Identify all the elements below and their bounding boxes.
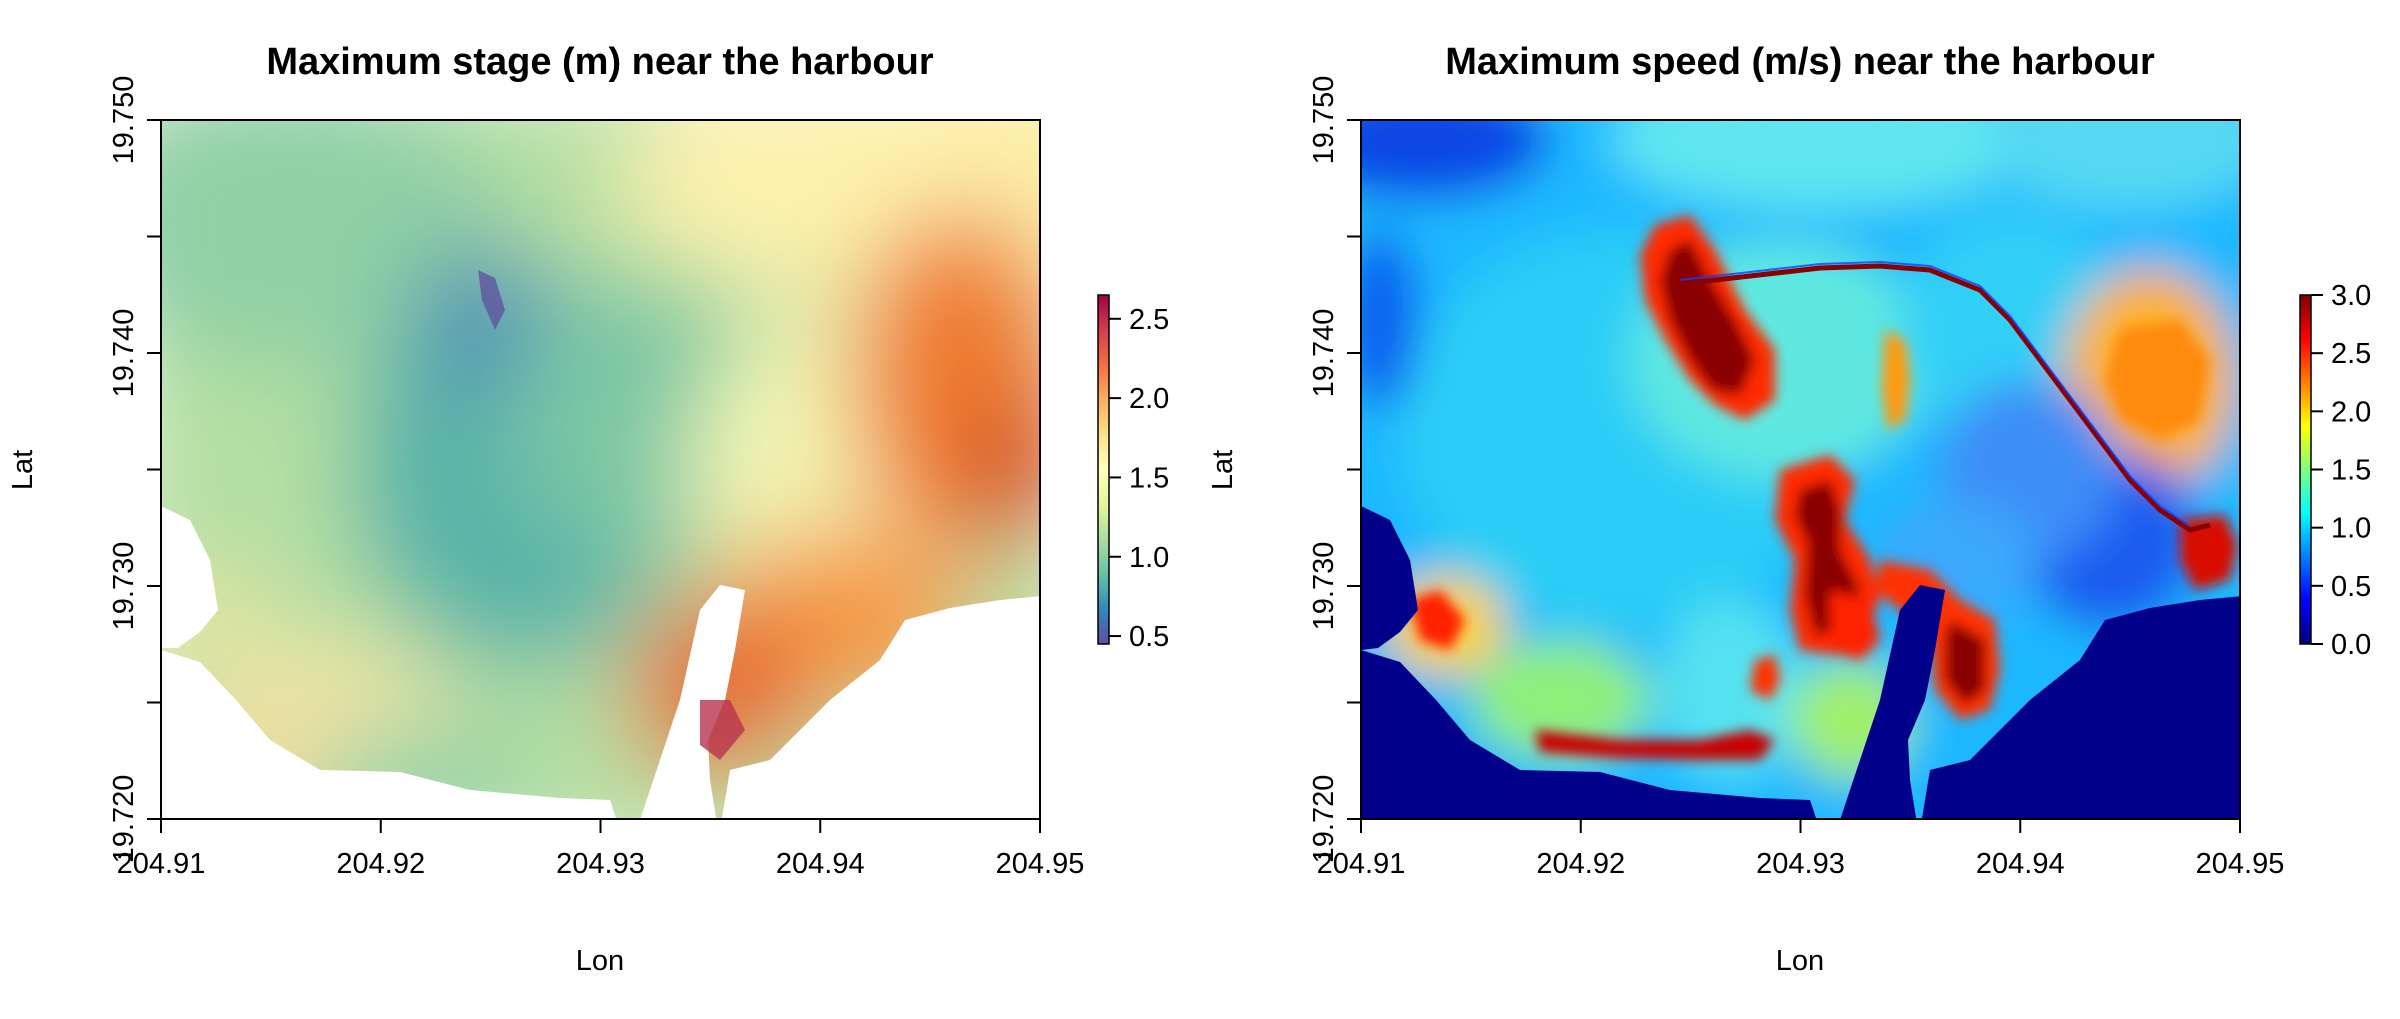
stage-ylabel: Lat <box>7 450 39 490</box>
speed-y-tick-label: 19.740 <box>1308 309 1340 398</box>
stage-colorbar-tick-label: 2.5 <box>1129 304 1169 336</box>
speed-title: Maximum speed (m/s) near the harbour <box>1445 41 2155 83</box>
stage-y-tick-label: 19.720 <box>108 775 140 864</box>
stage-colorbar-tick-label: 1.0 <box>1129 542 1169 574</box>
stage-field <box>161 120 1040 819</box>
speed-x-tick-label: 204.95 <box>2196 848 2285 880</box>
speed-x-tick-label: 204.92 <box>1536 848 1625 880</box>
speed-hotspots <box>1410 215 2238 760</box>
stage-y-tick-label: 19.730 <box>108 542 140 631</box>
speed-x-axis: 204.91 204.92 204.93 204.94 204.95 <box>1317 819 2285 880</box>
speed-land-mask <box>1361 506 2240 819</box>
stage-heatmap <box>161 120 1040 819</box>
stage-title: Maximum stage (m) near the harbour <box>266 41 933 83</box>
speed-y-tick-label: 19.720 <box>1308 775 1340 864</box>
speed-panel: Maximum speed (m/s) near the harbour <box>1207 41 2371 977</box>
speed-xlabel: Lon <box>1776 945 1824 977</box>
speed-y-tick-label: 19.750 <box>1308 76 1340 165</box>
stage-xlabel: Lon <box>576 945 624 977</box>
stage-colorbar-tick-label: 1.5 <box>1129 462 1169 494</box>
speed-x-tick-label: 204.93 <box>1756 848 1845 880</box>
speed-x-tick-label: 204.94 <box>1976 848 2065 880</box>
stage-land-mask <box>161 506 1040 819</box>
stage-colorbar-fill <box>1097 294 1110 645</box>
stage-x-axis: 204.91 204.92 204.93 204.94 204.95 <box>117 819 1085 880</box>
stage-panel: Maximum stage (m) near the harbour <box>7 41 1169 977</box>
stage-colorbar-tick-label: 2.0 <box>1129 383 1169 415</box>
stage-x-tick-label: 204.92 <box>336 848 425 880</box>
speed-y-tick-label: 19.730 <box>1308 542 1340 631</box>
stage-y-axis: 19.720 19.730 19.740 19.750 <box>108 76 161 864</box>
speed-ylabel: Lat <box>1207 450 1239 490</box>
speed-colorbar-tick-label: 3.0 <box>2331 280 2371 312</box>
stage-y-tick-label: 19.740 <box>108 309 140 398</box>
stage-colorbar: 0.5 1.0 1.5 2.0 2.5 <box>1097 294 1169 653</box>
speed-heatmap <box>1361 120 2240 819</box>
speed-colorbar-ticks: 0.0 0.5 1.0 1.5 2.0 2.5 3.0 <box>2311 280 2371 661</box>
stage-colorbar-ticks: 0.5 1.0 1.5 2.0 2.5 <box>1109 304 1169 653</box>
stage-y-tick-label: 19.750 <box>108 76 140 165</box>
speed-breakwater <box>1679 263 2211 533</box>
speed-colorbar: 0.0 0.5 1.0 1.5 2.0 2.5 3.0 <box>2299 280 2371 661</box>
speed-y-axis: 19.720 19.730 19.740 19.750 <box>1308 76 1361 864</box>
stage-x-tick-label: 204.95 <box>996 848 1085 880</box>
stage-breakwater-low <box>478 270 505 330</box>
stage-x-tick-label: 204.94 <box>776 848 865 880</box>
speed-colorbar-tick-label: 1.5 <box>2331 455 2371 487</box>
speed-colorbar-fill <box>2299 294 2312 645</box>
stage-x-tick-label: 204.93 <box>556 848 645 880</box>
stage-colorbar-tick-label: 0.5 <box>1129 621 1169 653</box>
speed-colorbar-tick-label: 0.5 <box>2331 571 2371 603</box>
speed-colorbar-tick-label: 2.5 <box>2331 338 2371 370</box>
speed-colorbar-tick-label: 0.0 <box>2331 629 2371 661</box>
speed-colorbar-tick-label: 2.0 <box>2331 396 2371 428</box>
stage-x-tick-label: 204.91 <box>117 848 206 880</box>
speed-field <box>1361 120 2240 819</box>
stage-harbour-head <box>700 700 745 760</box>
speed-colorbar-tick-label: 1.0 <box>2331 513 2371 545</box>
speed-x-tick-label: 204.91 <box>1317 848 1406 880</box>
